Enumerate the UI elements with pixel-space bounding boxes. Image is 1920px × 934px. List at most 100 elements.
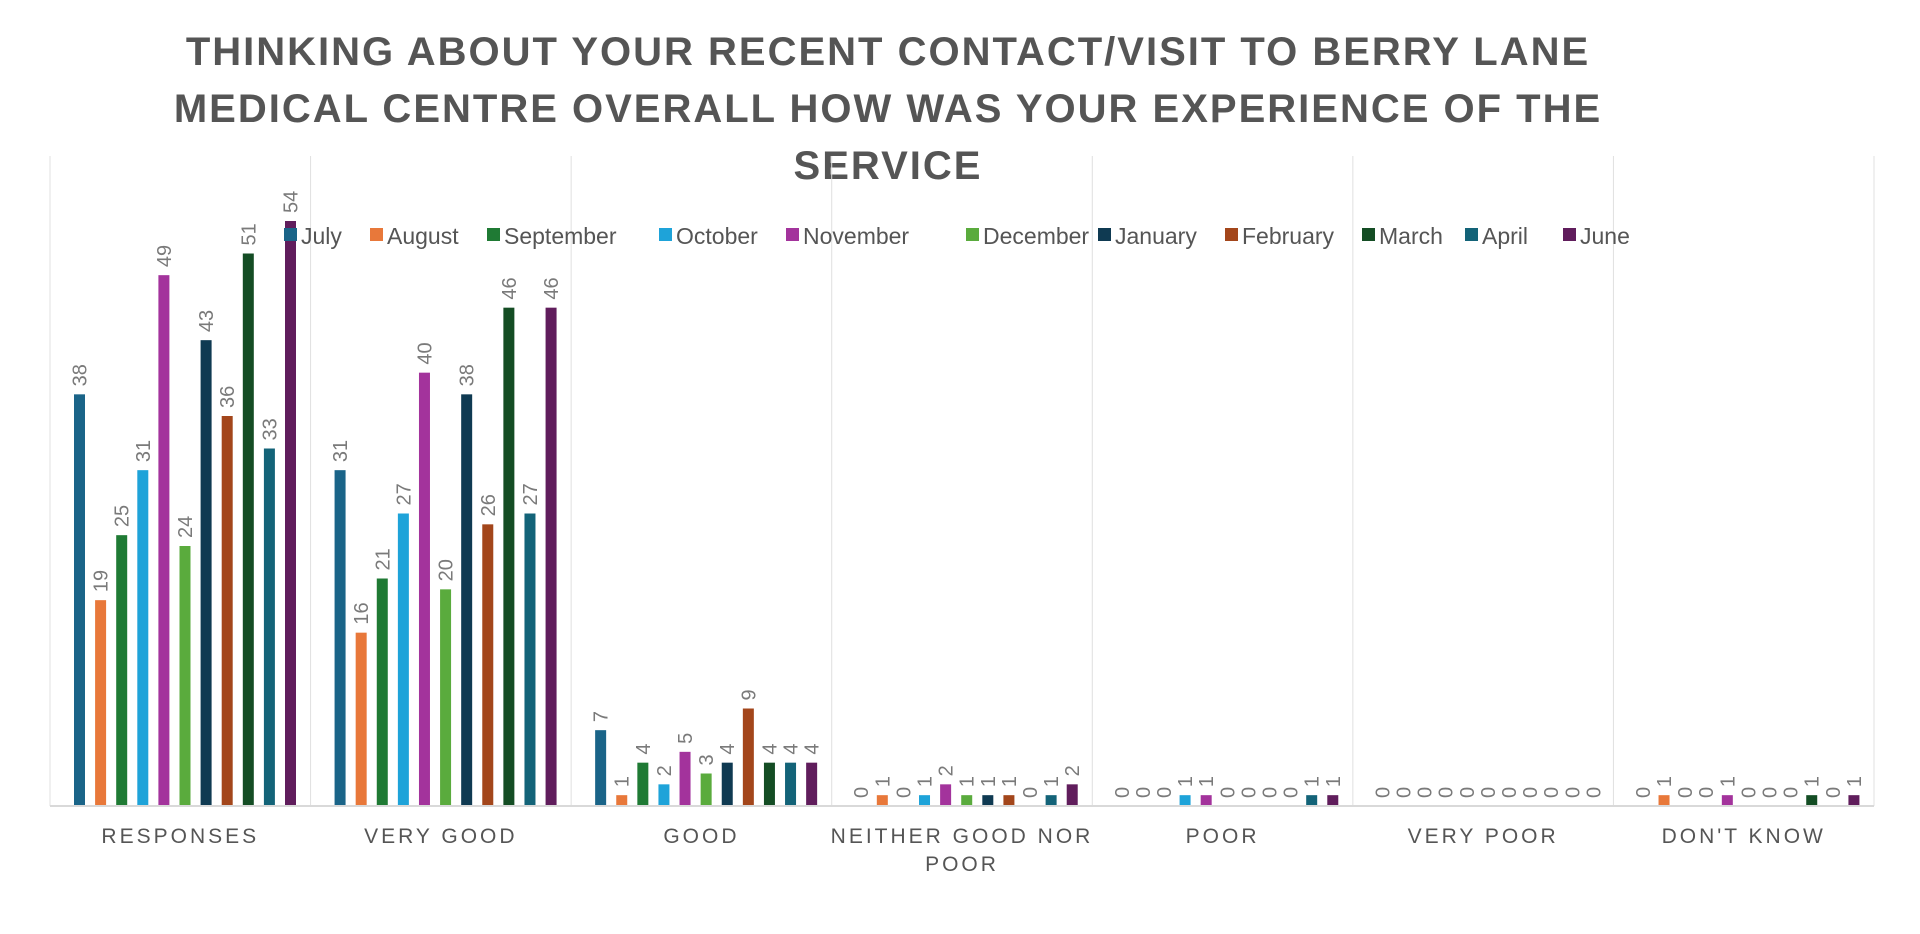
data-label: 0 xyxy=(1823,787,1845,798)
legend-swatch xyxy=(284,228,297,241)
data-label: 1 xyxy=(1041,776,1063,787)
legend-swatch xyxy=(1225,228,1238,241)
bar xyxy=(763,762,775,806)
data-label: 0 xyxy=(1781,787,1803,798)
legend-item: February xyxy=(1225,223,1335,249)
data-label: 0 xyxy=(1633,787,1655,798)
bar xyxy=(806,762,818,806)
data-label: 0 xyxy=(1259,787,1281,798)
bar xyxy=(1327,795,1339,806)
legend-item: January xyxy=(1098,223,1197,249)
legend-item: December xyxy=(966,223,1089,249)
bar xyxy=(1306,795,1318,806)
bar xyxy=(116,535,128,806)
data-label: 1 xyxy=(978,776,1000,787)
data-label: 0 xyxy=(1372,787,1394,798)
data-label: 1 xyxy=(1717,776,1739,787)
legend-label: August xyxy=(387,223,459,249)
bar xyxy=(1066,784,1078,806)
bar xyxy=(376,578,388,806)
data-label: 5 xyxy=(675,733,697,744)
data-label: 4 xyxy=(781,744,803,755)
data-label: 2 xyxy=(936,765,958,776)
legend-swatch xyxy=(1362,228,1375,241)
legend-item: September xyxy=(487,223,617,249)
bar xyxy=(355,632,367,806)
data-label: 1 xyxy=(1323,776,1345,787)
data-label: 1 xyxy=(1196,776,1218,787)
data-label: 0 xyxy=(1112,787,1134,798)
bar xyxy=(1806,795,1818,806)
legend: July August September October November Decemb… xyxy=(284,223,1630,249)
bar xyxy=(545,307,557,806)
bar xyxy=(919,795,931,806)
data-label: 38 xyxy=(457,364,479,386)
bar xyxy=(503,307,515,806)
data-label: 9 xyxy=(738,689,760,700)
bar xyxy=(742,708,754,806)
data-label: 1 xyxy=(1302,776,1324,787)
bar xyxy=(242,253,254,806)
category-axis-labels: RESPONSES VERY GOOD GOOD NEITHER GOOD NOR PO… xyxy=(101,825,1822,876)
data-label: 2 xyxy=(654,765,676,776)
data-label: 1 xyxy=(1844,776,1866,787)
data-label: 1 xyxy=(999,776,1021,787)
legend-label: June xyxy=(1580,223,1630,249)
data-label: 0 xyxy=(1154,787,1176,798)
legend-swatch xyxy=(786,228,799,241)
legend-label: March xyxy=(1379,223,1443,249)
bar xyxy=(137,470,149,806)
category-label: POOR xyxy=(925,853,999,876)
category-label: NEITHER GOOD NOR xyxy=(831,825,1094,848)
data-label: 46 xyxy=(499,277,521,299)
legend-item: March xyxy=(1362,223,1443,249)
data-label: 0 xyxy=(1760,787,1782,798)
bar xyxy=(595,730,607,806)
data-label: 21 xyxy=(372,548,394,570)
bar xyxy=(1658,795,1670,806)
bar xyxy=(74,394,85,806)
data-label: 0 xyxy=(1562,787,1584,798)
data-label: 19 xyxy=(91,570,113,592)
data-label: 4 xyxy=(633,744,655,755)
data-label: 1 xyxy=(1175,776,1197,787)
legend-swatch xyxy=(370,228,383,241)
legend-item: July xyxy=(284,223,342,249)
category-label: VERY GOOD xyxy=(364,825,517,848)
legend-label: September xyxy=(504,223,617,249)
bar xyxy=(785,762,797,806)
data-label: 0 xyxy=(1457,787,1479,798)
bar xyxy=(940,784,952,806)
bar xyxy=(334,470,346,806)
bar xyxy=(637,762,649,806)
legend-item: August xyxy=(370,223,459,249)
bar xyxy=(179,546,191,806)
bar xyxy=(1200,795,1212,806)
legend-swatch xyxy=(966,228,979,241)
data-label: 36 xyxy=(217,386,239,408)
data-label: 25 xyxy=(112,505,134,527)
data-label: 0 xyxy=(1393,787,1415,798)
bar xyxy=(397,513,409,806)
chart-title: THINKING ABOUT YOUR RECENT CONTACT/VISIT… xyxy=(174,30,1600,188)
data-label: 0 xyxy=(1675,787,1697,798)
legend-swatch xyxy=(1563,228,1576,241)
category-label: RESPONSES xyxy=(101,825,259,848)
bar xyxy=(95,600,107,806)
bars xyxy=(74,221,1860,807)
data-label: 1 xyxy=(1802,776,1824,787)
data-label: 0 xyxy=(1696,787,1718,798)
bar xyxy=(440,589,452,806)
data-label: 1 xyxy=(872,776,894,787)
legend-label: February xyxy=(1242,223,1335,249)
data-label: 0 xyxy=(1020,787,1042,798)
bar xyxy=(418,372,430,806)
data-label: 16 xyxy=(351,602,373,624)
data-label: 3 xyxy=(696,754,718,765)
data-label: 43 xyxy=(196,310,218,332)
legend-swatch xyxy=(487,228,500,241)
data-label: 27 xyxy=(393,483,415,505)
bar xyxy=(700,773,712,806)
data-label: 0 xyxy=(1499,787,1521,798)
